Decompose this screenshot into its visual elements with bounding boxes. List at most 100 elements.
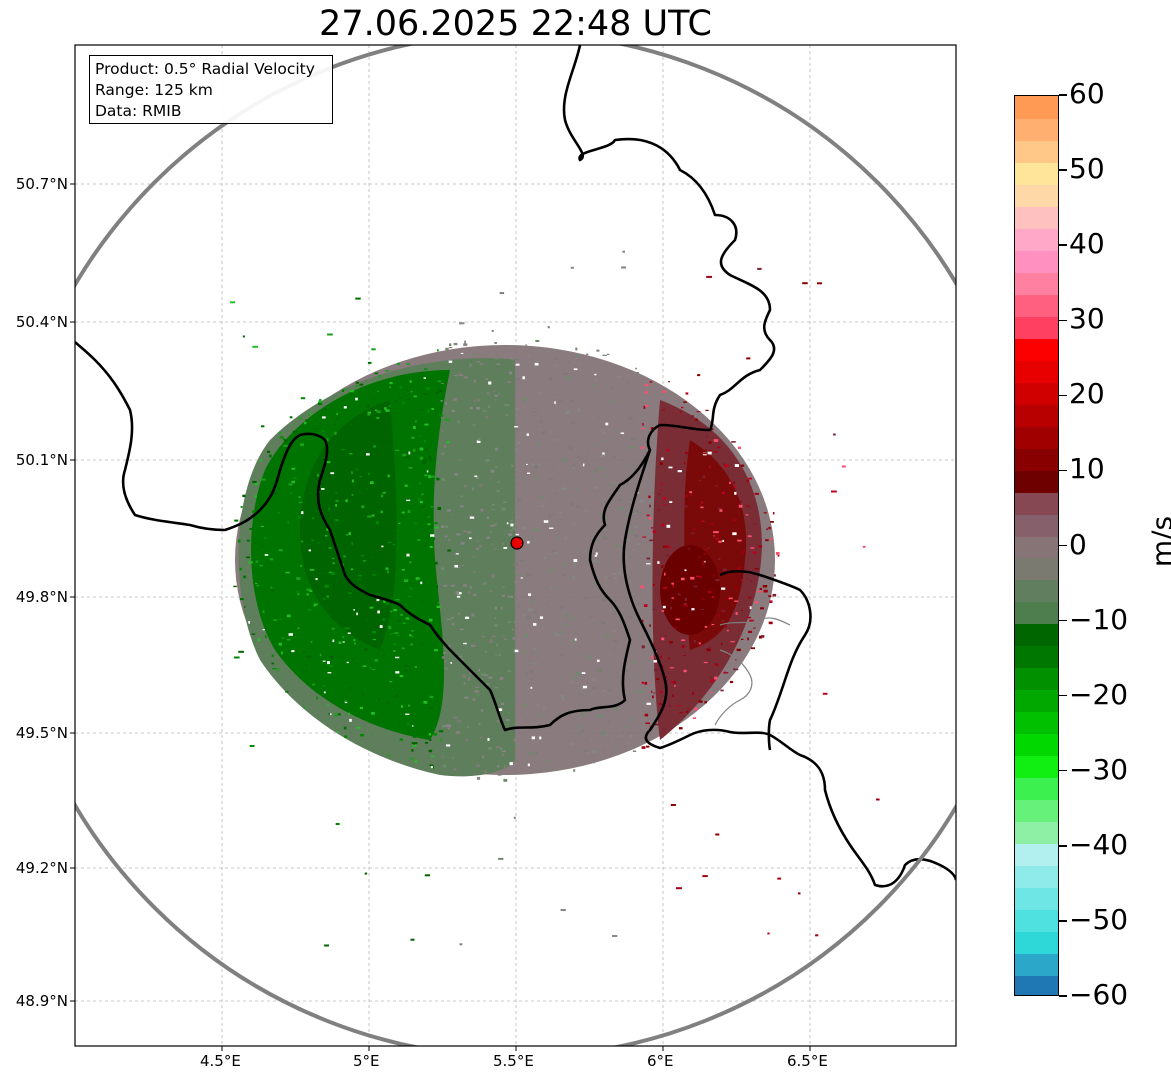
radar-pixel [441,525,444,528]
radar-pixel [324,944,329,947]
radar-pixel [372,631,376,634]
radar-pixel [580,687,584,690]
radar-pixel [359,706,363,710]
radar-pixel [423,393,428,395]
radar-pixel [630,438,635,441]
radar-pixel [562,698,565,701]
radar-pixel [424,514,429,517]
radar-pixel [558,713,563,716]
radar-pixel [448,539,451,541]
radar-pixel [703,453,707,455]
colorbar-tick [1059,845,1067,847]
radar-pixel [688,548,691,550]
radar-pixel [652,584,655,586]
colorbar-segment [1015,755,1058,779]
radar-pixel [713,531,719,534]
radar-pixel [412,745,417,747]
radar-pixel [595,378,598,381]
colorbar-tick-label: −10 [1069,602,1129,636]
radar-pixel [439,738,443,741]
radar-pixel [668,657,671,660]
radar-pixel [609,539,612,541]
radar-pixel [503,501,507,504]
radar-pixel [562,563,566,566]
radar-pixel [460,505,464,508]
radar-pixel [508,371,513,375]
radar-pixel [671,681,674,684]
radar-pixel [605,576,607,580]
radar-pixel [512,637,517,640]
radar-pixel [388,405,391,408]
radar-pixel [527,355,530,358]
radar-pixel [583,460,585,462]
radar-pixel [614,707,619,711]
radar-pixel [479,544,482,548]
radar-pixel [279,436,284,439]
radar-pixel [604,501,609,504]
radar-pixel [640,585,644,589]
radar-pixel [648,495,651,499]
radar-pixel [697,374,701,377]
radar-pixel [693,585,698,588]
radar-pixel [684,597,688,601]
radar-pixel [532,651,536,653]
radar-pixel [733,668,739,671]
radar-pixel [613,456,616,458]
radar-pixel [732,519,737,522]
radar-pixel [641,645,645,649]
radar-pixel [334,681,337,683]
radar-pixel [701,561,705,564]
radar-pixel [494,357,498,360]
radar-pixel [590,738,593,741]
radar-pixel [768,526,771,530]
radar-pixel [493,624,498,627]
radar-pixel [281,651,283,655]
radar-pixel [340,607,343,610]
radar-pixel [561,585,563,587]
radar-pixel [522,614,526,616]
lat-tick-label: 48.9°N [15,992,68,1010]
radar-pixel [534,362,539,366]
radar-pixel [593,581,598,585]
radar-pixel [822,692,828,695]
radar-pixel [306,588,311,591]
radar-pixel [750,647,755,650]
radar-pixel [702,475,706,478]
radar-pixel [310,646,315,649]
colorbar-segment [1015,733,1058,757]
radar-pixel [752,551,757,554]
radar-pixel [332,562,335,564]
radar-pixel [798,892,801,895]
radar-pixel [563,537,567,539]
colorbar-segment [1015,513,1058,537]
radar-pixel [273,619,277,621]
radar-pixel [624,726,628,728]
radar-pixel [343,726,347,730]
radar-pixel [540,656,544,660]
radar-pixel [575,456,580,459]
radar-pixel [663,635,668,637]
radar-pixel [522,651,526,654]
radar-pixel [698,639,702,642]
radar-pixel [378,457,383,459]
radar-pixel [393,529,398,532]
radar-pixel [494,394,499,397]
radar-pixel [584,549,587,552]
radar-pixel [481,709,483,712]
colorbar-segment [1015,601,1058,625]
radar-pixel [697,556,701,559]
radar-pixel [628,464,631,466]
radar-pixel [430,475,436,478]
radar-pixel [609,735,614,739]
radar-pixel [672,584,674,587]
radar-pixel [252,510,255,514]
radar-pixel [464,696,469,699]
radar-pixel [672,694,674,697]
colorbar-tick-label: −60 [1069,978,1129,1011]
radar-pixel [522,376,525,380]
radar-pixel [572,466,575,469]
radar-pixel [242,494,246,498]
radar-pixel [690,532,695,534]
radar-pixel [390,676,395,678]
radar-pixel [704,625,708,628]
